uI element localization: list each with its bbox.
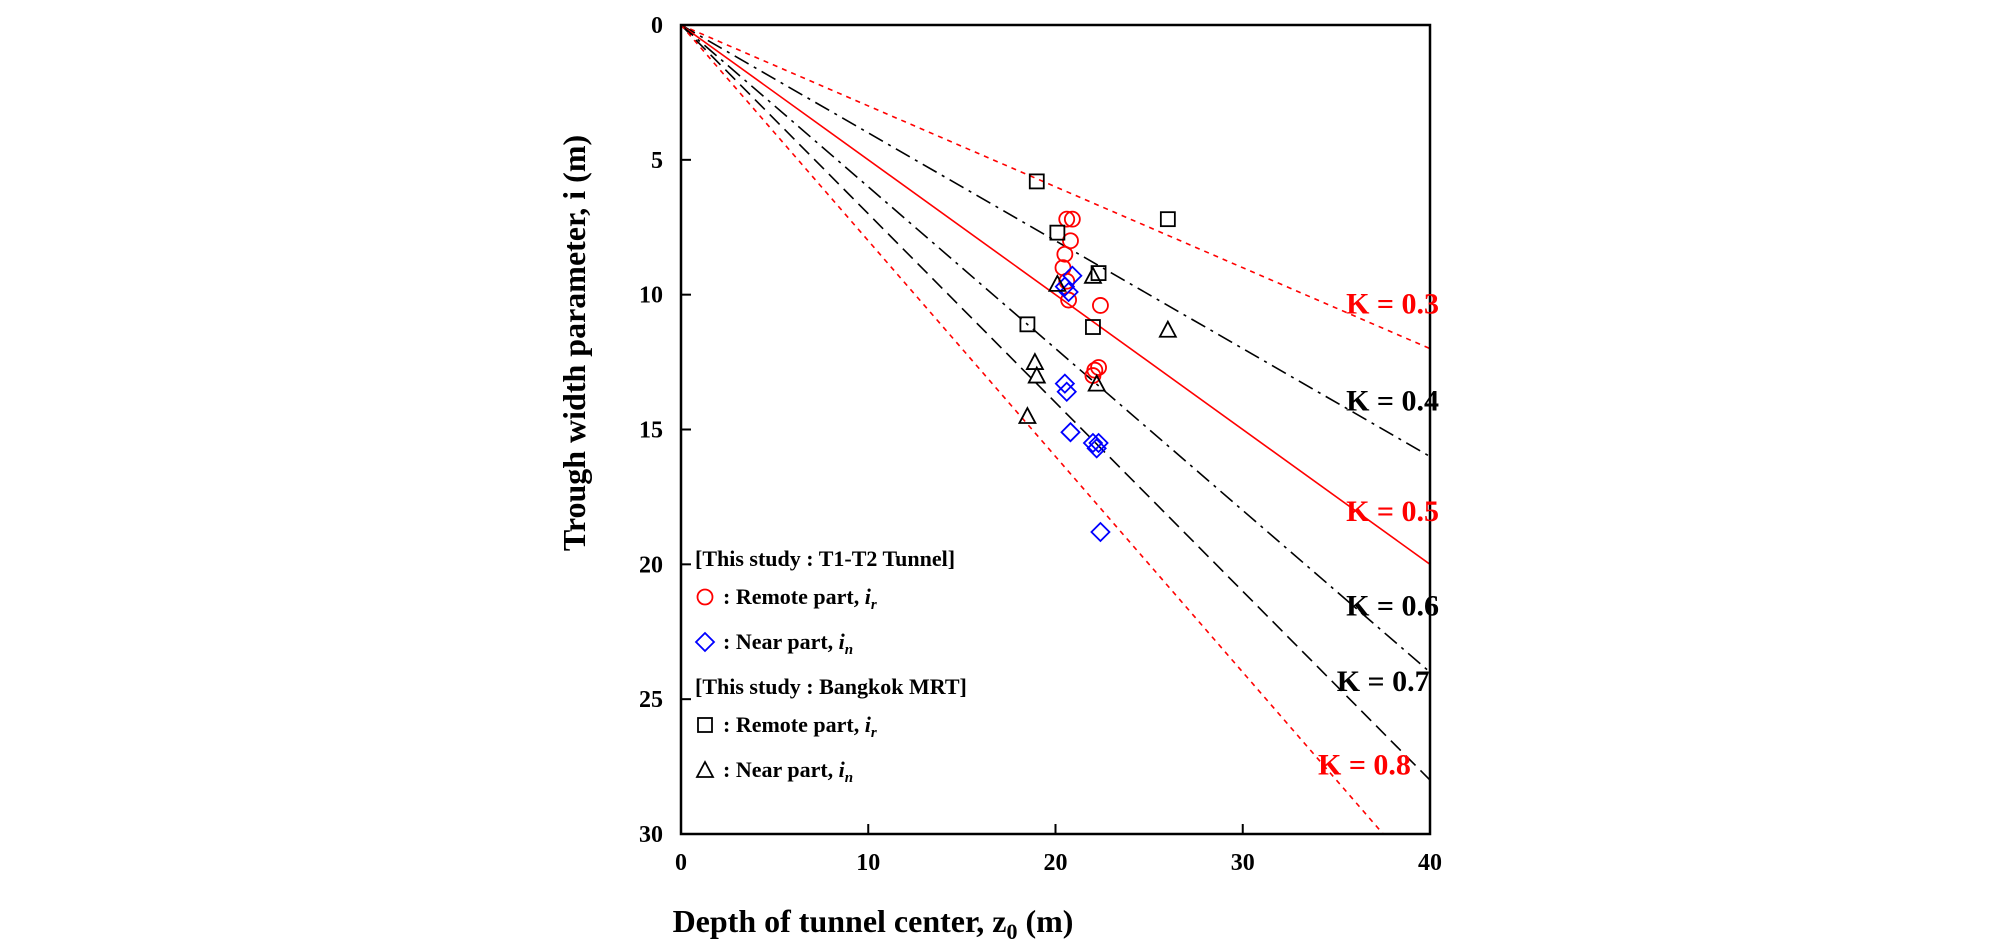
- k-line-label: K = 0.3: [1346, 288, 1439, 321]
- data-point-square: [1028, 173, 1045, 190]
- data-point-triangle: [1047, 273, 1067, 292]
- y-axis-label: Trough width parameter, i (m): [556, 135, 592, 551]
- k-line: [680, 24, 1431, 350]
- k-line-label: K = 0.7: [1337, 665, 1430, 698]
- data-point-diamond: [1090, 521, 1111, 543]
- data-points: [1017, 173, 1178, 543]
- y-tick-label: 30: [639, 822, 663, 848]
- reference-lines: [680, 24, 1431, 835]
- k-line: [680, 24, 1431, 781]
- data-point-triangle: [1017, 406, 1037, 424]
- y-tick-label: 15: [639, 418, 663, 444]
- legend-marker-circle: [696, 588, 714, 606]
- k-line-label: K = 0.8: [1318, 749, 1411, 782]
- k-line: [680, 24, 1431, 673]
- legend: [This study : T1-T2 Tunnel] : Remote part…: [694, 546, 967, 786]
- data-point-triangle: [1027, 365, 1047, 384]
- data-point-circle: [1058, 210, 1076, 228]
- k-line: [680, 24, 1431, 565]
- legend-entry: : Near part, in: [723, 629, 853, 658]
- data-point-square: [1019, 316, 1036, 333]
- y-tick-label: 25: [639, 687, 663, 713]
- data-point-diamond: [1088, 432, 1109, 454]
- data-point-diamond: [1082, 432, 1104, 454]
- y-tick-label: 5: [651, 148, 663, 174]
- k-line: [680, 24, 1384, 835]
- data-point-square: [1049, 224, 1066, 241]
- data-point-triangle: [1025, 352, 1045, 370]
- x-axis-label: Depth of tunnel center, z0 (m): [673, 903, 1074, 944]
- x-tick-label: 20: [1044, 850, 1068, 876]
- data-point-diamond: [1058, 281, 1079, 303]
- data-point-diamond: [1054, 373, 1076, 394]
- legend-marker-diamond: [694, 631, 716, 653]
- y-tick-label: 10: [639, 283, 663, 309]
- x-tick-label: 40: [1418, 850, 1442, 876]
- legend-entry: : Remote part, ir: [723, 584, 877, 613]
- legend-entry: : Near part, in: [723, 757, 853, 786]
- y-tick-label: 20: [639, 552, 663, 578]
- legend-group-title: [This study : Bangkok MRT]: [695, 674, 967, 699]
- data-point-diamond: [1086, 438, 1107, 459]
- data-point-diamond: [1056, 381, 1078, 403]
- data-point-diamond: [1054, 276, 1076, 297]
- k-line-label: K = 0.5: [1346, 495, 1439, 528]
- data-point-triangle: [1087, 373, 1107, 392]
- x-tick-label: 0: [675, 850, 687, 876]
- axis-ticks: 0 10 20 30 40 0 5 10 15 20 25 30: [639, 13, 1442, 876]
- k-line-label: K = 0.6: [1346, 590, 1439, 623]
- data-point-triangle: [1083, 265, 1103, 284]
- legend-marker-triangle: [695, 760, 715, 778]
- legend-group-title: [This study : T1-T2 Tunnel]: [695, 546, 955, 571]
- k-line-label: K = 0.4: [1346, 385, 1439, 418]
- x-tick-label: 10: [856, 850, 880, 876]
- data-point-square: [1085, 319, 1101, 335]
- data-point-square: [1159, 211, 1176, 228]
- data-point-circle: [1056, 245, 1074, 263]
- x-tick-label: 30: [1231, 850, 1255, 876]
- data-point-diamond: [1060, 421, 1081, 443]
- line-labels: K = 0.3 K = 0.4 K = 0.5 K = 0.6 K = 0.7 K = 0…: [1318, 288, 1439, 782]
- data-point-triangle: [1158, 319, 1178, 338]
- data-point-circle: [1063, 210, 1081, 228]
- k-line: [680, 24, 1431, 458]
- legend-entry: : Remote part, ir: [723, 712, 877, 741]
- y-tick-label: 0: [651, 13, 663, 39]
- legend-marker-square: [697, 717, 713, 733]
- data-point-circle: [1092, 297, 1109, 314]
